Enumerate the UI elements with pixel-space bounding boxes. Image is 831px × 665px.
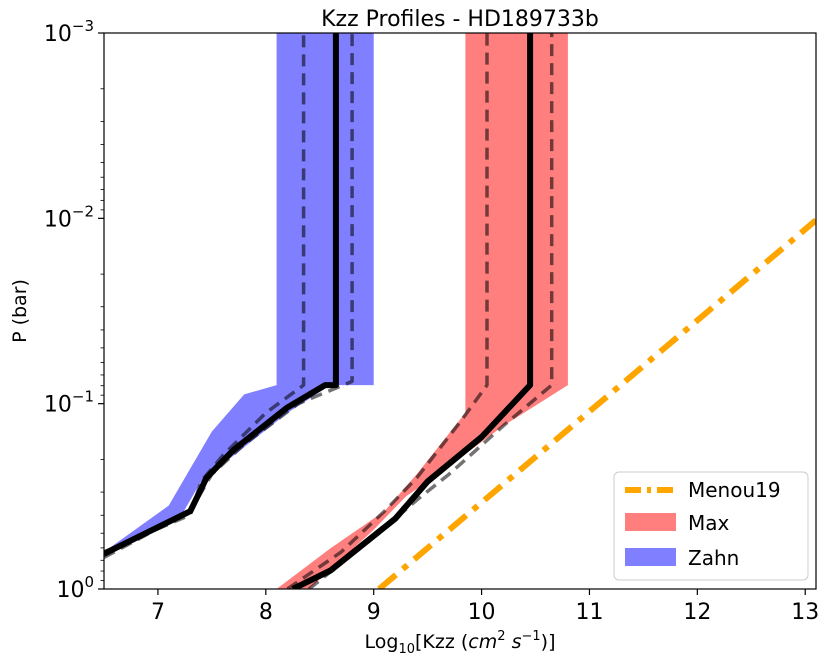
legend: Menou19 Max Zahn xyxy=(613,471,809,581)
x-axis-ticks: 7 8 9 10 11 12 13 xyxy=(151,589,819,625)
menou-layer xyxy=(377,217,816,589)
legend-label-max: Max xyxy=(688,511,730,535)
x-axis-label: Log10[Kzz (cm2 s−1)] xyxy=(365,629,556,657)
y-tick-label-0: 100 xyxy=(56,573,94,603)
profile-max-dashed-5 xyxy=(286,33,489,589)
bands-layer xyxy=(104,33,568,589)
y-tick-label-−1: 10−1 xyxy=(44,388,94,418)
x-tick-label-13: 13 xyxy=(791,600,819,625)
legend-swatch-max xyxy=(625,513,676,531)
legend-label-zahn: Zahn xyxy=(688,546,739,570)
y-axis-ticks: 100 10−1 10−2 10−3 xyxy=(44,17,104,603)
x-tick-label-11: 11 xyxy=(575,600,603,625)
legend-swatch-zahn xyxy=(625,548,676,566)
x-tick-label-8: 8 xyxy=(259,600,273,625)
x-tick-label-12: 12 xyxy=(683,600,711,625)
y-tick-label-−2: 10−2 xyxy=(44,202,94,232)
band-max xyxy=(276,33,568,589)
plot-frame xyxy=(103,32,817,590)
x-tick-label-7: 7 xyxy=(151,600,165,625)
band-zahn xyxy=(104,33,374,558)
chart-title: Kzz Profiles - HD189733b xyxy=(321,7,599,32)
series-menou19 xyxy=(377,217,816,589)
profile-zahn-dashed-2 xyxy=(104,33,306,554)
x-tick-label-9: 9 xyxy=(367,600,381,625)
profile-max-dashed-4 xyxy=(307,33,554,589)
legend-label-menou19: Menou19 xyxy=(688,478,781,502)
y-tick-label-−3: 10−3 xyxy=(44,17,94,47)
y-axis-label: P (bar) xyxy=(9,279,31,343)
profiles-layer xyxy=(104,33,554,589)
x-tick-label-10: 10 xyxy=(468,600,496,625)
